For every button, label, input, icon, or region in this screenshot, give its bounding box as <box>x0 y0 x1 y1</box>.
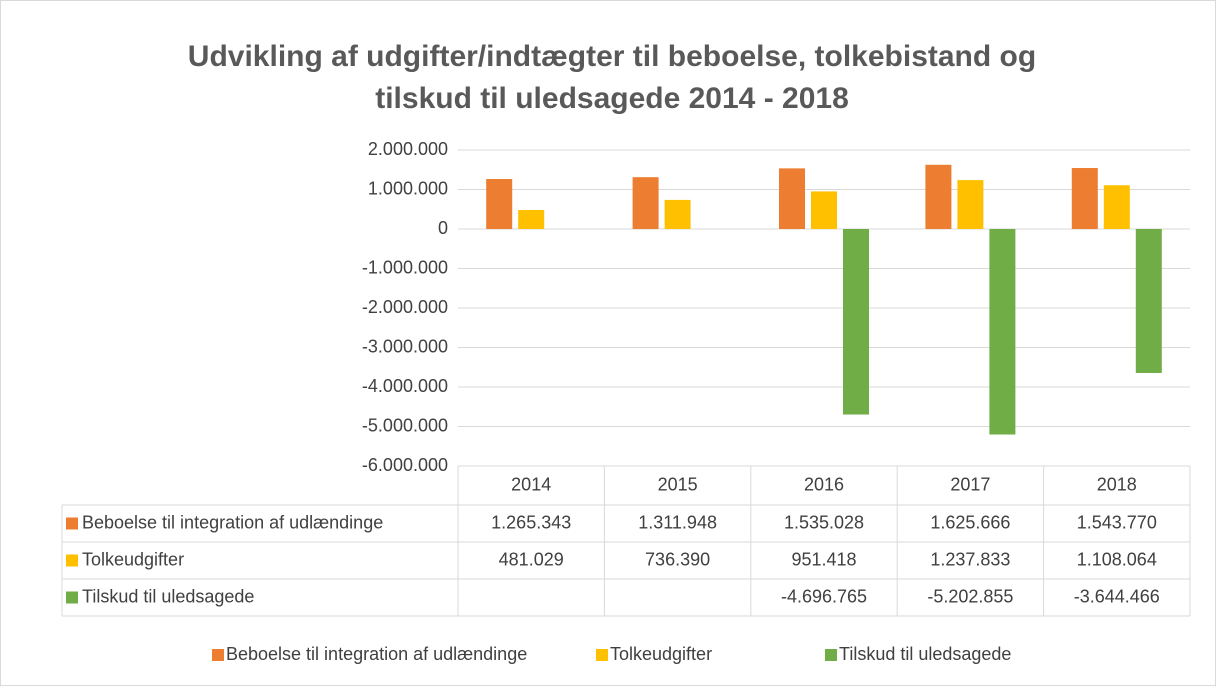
legend-label: Beboelse til integration af udlændinge <box>226 644 527 664</box>
y-tick-label: -6.000.000 <box>362 455 448 475</box>
table-cell: 1.108.064 <box>1077 549 1157 569</box>
table-row-label: Tolkeudgifter <box>82 549 184 569</box>
bar <box>632 177 659 229</box>
y-tick-label: -4.000.000 <box>362 376 448 396</box>
x-tick-label: 2014 <box>511 474 551 494</box>
bar <box>957 180 984 229</box>
legend-swatch <box>212 649 224 661</box>
x-tick-label: 2018 <box>1097 474 1137 494</box>
y-tick-label: 2.000.000 <box>368 139 448 159</box>
bar <box>1135 229 1162 373</box>
legend-swatch <box>596 649 608 661</box>
legend-swatch <box>825 649 837 661</box>
chart-title: Udvikling af udgifter/indtægter til bebo… <box>188 40 1036 73</box>
bar <box>1071 168 1098 229</box>
legend-label: Tilskud til uledsagede <box>839 644 1011 664</box>
legend-swatch <box>66 591 78 604</box>
table-cell: 1.237.833 <box>930 549 1010 569</box>
table-cell: -3.644.466 <box>1074 586 1160 606</box>
x-tick-label: 2016 <box>804 474 844 494</box>
x-tick-label: 2015 <box>658 474 698 494</box>
table-cell: 1.625.666 <box>930 512 1010 532</box>
y-tick-label: 1.000.000 <box>368 178 448 198</box>
table-row-label: Beboelse til integration af udlændinge <box>82 512 383 532</box>
y-tick-label: -5.000.000 <box>362 415 448 435</box>
y-tick-label: -3.000.000 <box>362 336 448 356</box>
table-cell: 951.418 <box>791 549 856 569</box>
y-tick-label: -2.000.000 <box>362 297 448 317</box>
legend-swatch <box>66 517 78 530</box>
bar <box>1103 185 1130 229</box>
table-cell: 1.311.948 <box>638 512 717 532</box>
table-cell: 736.390 <box>645 549 710 569</box>
table-row-label: Tilskud til uledsagede <box>82 586 254 606</box>
y-tick-label: 0 <box>438 218 448 238</box>
y-tick-label: -1.000.000 <box>362 257 448 277</box>
bar <box>486 179 513 229</box>
bar <box>843 229 869 415</box>
bar <box>779 168 805 229</box>
table-cell: -5.202.855 <box>927 586 1013 606</box>
table-cell: 1.265.343 <box>491 512 571 532</box>
bar <box>811 191 837 229</box>
chart-title: tilskud til uledsagede 2014 - 2018 <box>375 82 849 115</box>
bar <box>989 229 1016 435</box>
bar <box>664 199 691 229</box>
bar <box>925 164 952 229</box>
table-cell: 1.535.028 <box>784 512 864 532</box>
x-tick-label: 2017 <box>950 474 990 494</box>
legend-swatch <box>66 554 78 567</box>
table-cell: 481.029 <box>499 549 564 569</box>
legend-label: Tolkeudgifter <box>610 644 712 664</box>
bar <box>518 209 545 229</box>
table-cell: 1.543.770 <box>1077 512 1157 532</box>
table-cell: -4.696.765 <box>781 586 867 606</box>
